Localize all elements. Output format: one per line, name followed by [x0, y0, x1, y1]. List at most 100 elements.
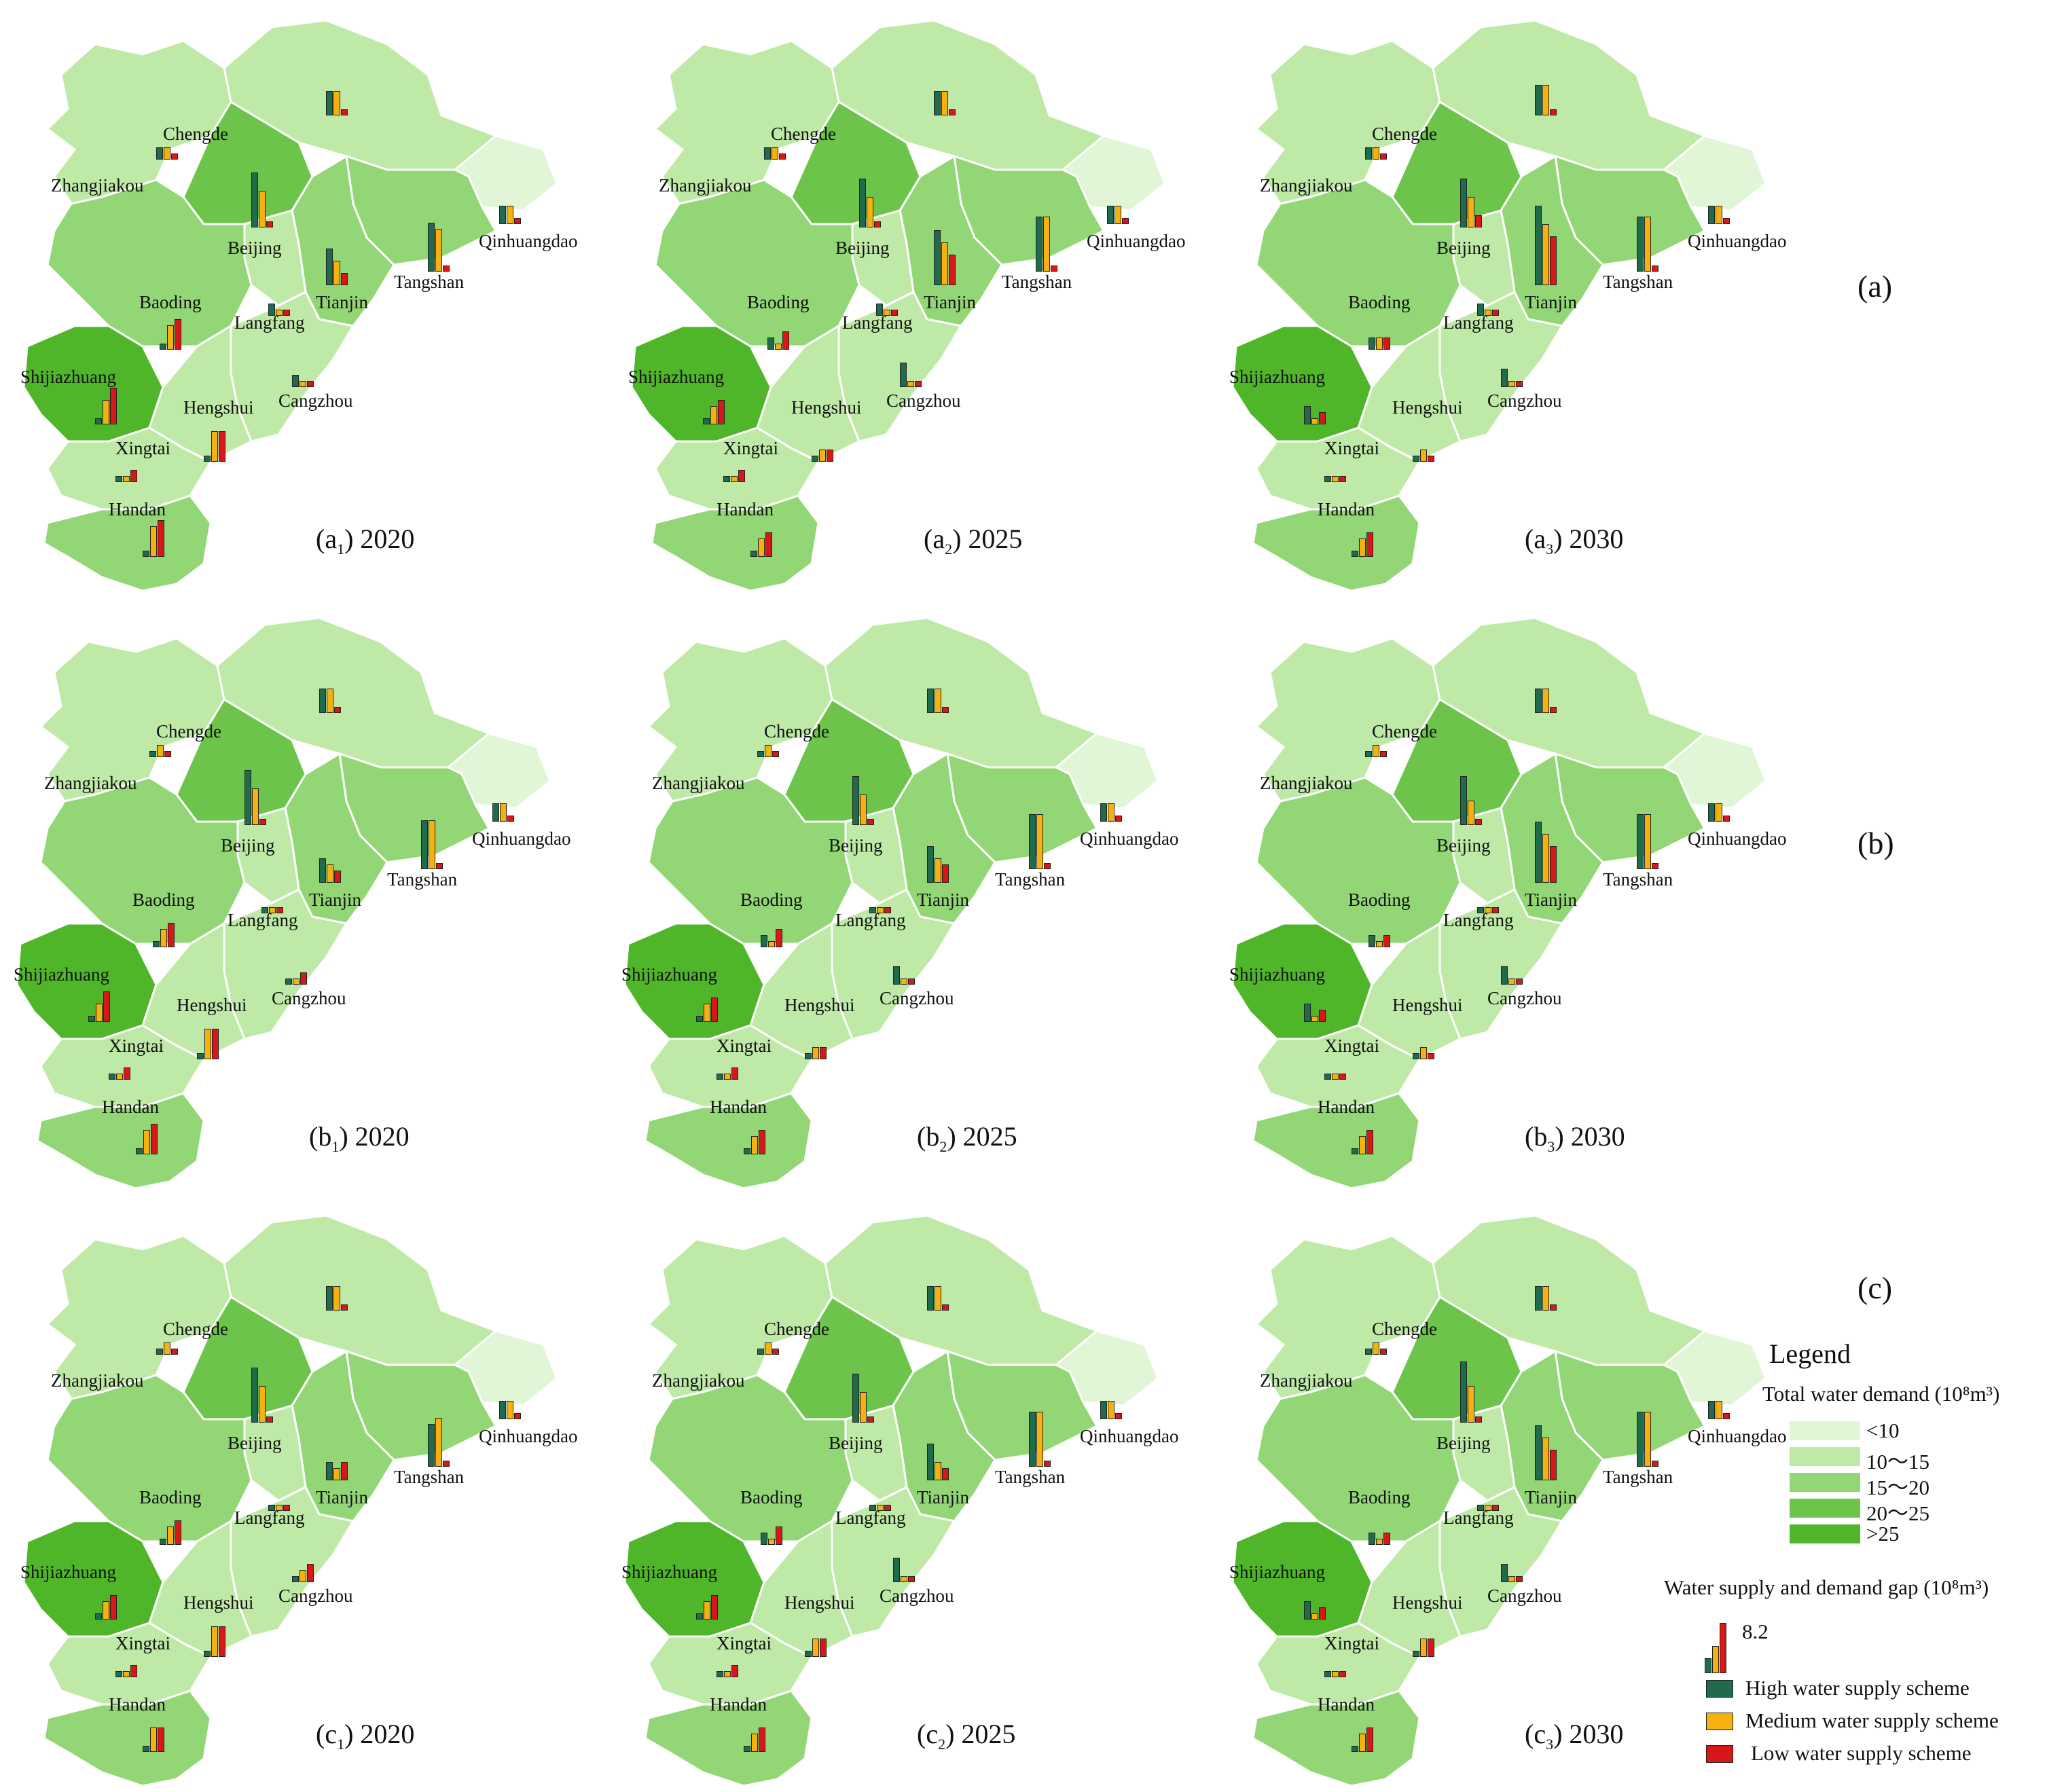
- gap-bar-medium: [1420, 450, 1427, 462]
- city-label-tianjin: Tianjin: [309, 890, 362, 910]
- gap-bar-low: [908, 1576, 915, 1582]
- region-handan: [651, 494, 820, 591]
- gap-bar-low: [266, 221, 273, 227]
- panel-caption: (a3) 2030: [1525, 524, 1624, 557]
- city-label-cangzhou: Cangzhou: [1487, 988, 1562, 1008]
- city-label-beijing: Beijing: [1436, 1433, 1491, 1453]
- gap-bars-cangzhou: [292, 1494, 316, 1582]
- gap-bar-medium: [116, 1074, 123, 1080]
- gap-bar-high: [160, 344, 166, 350]
- gap-bar-medium: [877, 907, 884, 913]
- gap-bar-low: [1380, 1349, 1387, 1355]
- gap-bar-high: [149, 751, 156, 757]
- gap-bar-medium: [1373, 1342, 1379, 1355]
- city-label-chengde: Chengde: [1372, 1319, 1437, 1339]
- gap-bar-high: [852, 776, 859, 825]
- demand-swatch-2: [1790, 1473, 1860, 1492]
- gap-bar-low: [1366, 1727, 1373, 1752]
- region-map: [623, 1214, 1159, 1786]
- gap-bar-low: [1044, 863, 1051, 869]
- gap-bars-cangzhou: [292, 299, 316, 387]
- gap-bar-medium: [1373, 745, 1379, 757]
- panel-caption: (b2) 2025: [917, 1121, 1017, 1155]
- gap-bar-high: [723, 476, 730, 482]
- caption-year: 2030: [1569, 524, 1624, 554]
- gap-bars-shijiazhuang: [696, 1531, 721, 1620]
- gap-bar-high: [499, 206, 506, 224]
- region-zhangjiakou: [1254, 1235, 1441, 1400]
- gap-bar-high: [717, 1671, 723, 1677]
- gap-bar-medium: [1508, 979, 1515, 985]
- demand-class-label: 10～15: [1866, 1450, 1929, 1474]
- gap-bars-hengshui: [812, 373, 836, 462]
- gap-bar-medium: [333, 1286, 340, 1311]
- city-label-tangshan: Tangshan: [995, 1467, 1066, 1487]
- gap-bar-medium: [1376, 941, 1383, 947]
- city-label-zhangjiakou: Zhangjiakou: [51, 175, 144, 196]
- city-label-chengde: Chengde: [771, 124, 836, 144]
- region-handan: [1252, 494, 1421, 591]
- region-zhangjiakou: [46, 39, 232, 205]
- city-label-langfang: Langfang: [842, 312, 913, 333]
- gap-bar-high: [1365, 147, 1372, 160]
- gap-bars-langfang: [1477, 1423, 1502, 1511]
- gap-bar-high: [1100, 803, 1107, 822]
- gap-bar-high: [717, 1074, 723, 1080]
- region-zhangjiakou: [647, 637, 833, 803]
- gap-bar-high: [1460, 179, 1467, 227]
- city-label-qinhuangdao: Qinhuangdao: [479, 1426, 578, 1446]
- gap-bars-tianjin: [927, 794, 952, 883]
- gap-bar-low: [874, 221, 881, 227]
- gap-bar-low: [334, 707, 341, 713]
- city-label-chengde: Chengde: [1372, 721, 1437, 742]
- gap-bar-high: [764, 147, 771, 160]
- caption-year: 2020: [355, 1121, 410, 1152]
- gap-bars-hengshui: [1413, 373, 1437, 462]
- gap-bar-high: [900, 363, 907, 387]
- city-label-hengshui: Hengshui: [1392, 995, 1463, 1015]
- caption-subscript: 1: [337, 1736, 345, 1753]
- gap-bar-high: [927, 1286, 934, 1311]
- region-zhangjiakou: [1254, 39, 1441, 205]
- gap-bar-low: [908, 979, 915, 985]
- gap-bar-low: [443, 266, 450, 272]
- gap-bars-beijing: [1460, 737, 1485, 825]
- scheme-swatch-high: [1706, 1680, 1733, 1698]
- gap-bars-chengde: [1535, 625, 1559, 713]
- city-label-handan: Handan: [717, 499, 774, 519]
- gap-bars-hengshui: [197, 971, 221, 1059]
- gap-bars-langfang: [268, 227, 293, 316]
- gap-bar-low: [1115, 1413, 1122, 1419]
- scheme-swatch-low: [1706, 1745, 1733, 1763]
- gap-bar-high: [869, 907, 876, 913]
- city-label-cangzhou: Cangzhou: [1487, 1586, 1562, 1606]
- gap-bar-high: [1352, 1148, 1358, 1154]
- gap-bars-handan: [136, 1066, 160, 1154]
- gap-bar-medium: [1644, 814, 1651, 869]
- gap-bar-low: [1652, 266, 1659, 272]
- gap-bar-low: [1383, 337, 1390, 350]
- gap-bar-medium: [1359, 538, 1366, 557]
- gap-bar-medium: [103, 1601, 109, 1620]
- gap-bar-medium: [429, 820, 435, 869]
- gap-bar-high: [268, 1505, 275, 1511]
- city-label-qinhuangdao: Qinhuangdao: [472, 828, 571, 849]
- gap-bar-medium: [1359, 1734, 1366, 1752]
- gap-bars-shijiazhuang: [703, 336, 727, 424]
- city-label-handan: Handan: [102, 1097, 159, 1117]
- city-label-langfang: Langfang: [234, 312, 305, 333]
- caption-letter: a: [932, 524, 945, 554]
- gap-bar-low: [1550, 1450, 1557, 1480]
- gap-bar-high: [204, 456, 211, 462]
- gap-bars-handan: [1352, 1066, 1376, 1154]
- gap-bar-medium: [500, 803, 507, 822]
- gap-bar-low: [942, 864, 949, 883]
- gap-bars-zhangjiakou: [1365, 1266, 1390, 1355]
- gap-bars-tianjin: [927, 1392, 952, 1480]
- gap-bar-high: [1637, 1412, 1644, 1467]
- gap-bar-medium: [860, 794, 867, 825]
- gap-bar-medium: [812, 1639, 819, 1657]
- caption-subscript: 1: [331, 1138, 340, 1155]
- city-label-cangzhou: Cangzhou: [272, 988, 346, 1008]
- city-label-shijiazhuang: Shijiazhuang: [621, 1562, 717, 1582]
